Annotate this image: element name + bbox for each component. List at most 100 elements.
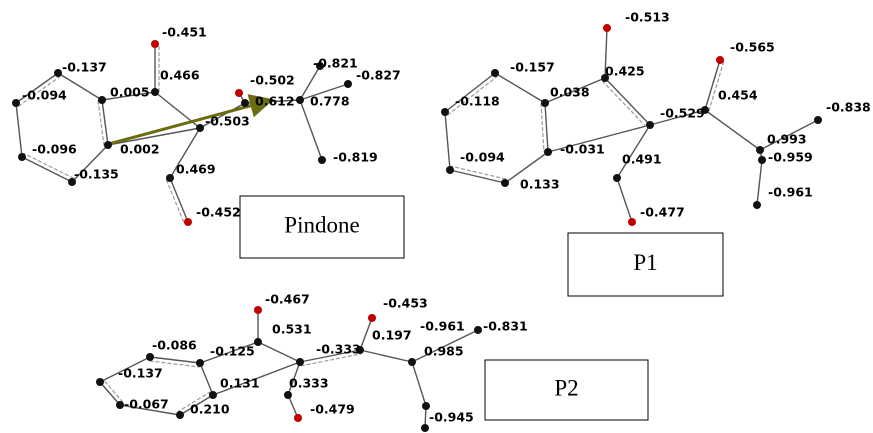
charge-label: -0.118 — [455, 94, 500, 109]
charge-label: -0.479 — [310, 402, 355, 417]
charge-label: -0.067 — [124, 397, 169, 412]
atom — [166, 174, 174, 182]
charge-label: -0.827 — [356, 68, 401, 83]
bond — [200, 363, 213, 395]
atom — [344, 80, 352, 88]
charge-label: -0.125 — [210, 344, 255, 359]
atom — [294, 414, 302, 422]
bond — [545, 103, 548, 152]
charge-label: -0.529 — [660, 106, 705, 121]
diagram: -0.451-0.1370.466-0.0940.005-0.502-0.821… — [0, 0, 873, 433]
atom — [54, 69, 62, 77]
atom — [296, 358, 304, 366]
atom — [98, 96, 106, 104]
charge-label: 0.210 — [190, 402, 230, 417]
atom — [646, 121, 654, 129]
bond — [170, 178, 188, 222]
atom — [241, 99, 249, 107]
atom — [184, 218, 192, 226]
charge-label: -0.137 — [62, 60, 107, 75]
atom — [541, 99, 549, 107]
atom — [446, 166, 454, 174]
molecule-name: P1 — [633, 250, 657, 275]
atom — [284, 391, 292, 399]
atom — [12, 99, 20, 107]
atom — [544, 148, 552, 156]
bond — [757, 160, 762, 205]
atom — [756, 146, 764, 154]
charge-label: -0.086 — [152, 338, 197, 353]
atom — [501, 179, 509, 187]
bond — [445, 112, 450, 170]
molecule: -0.451-0.1370.466-0.0940.005-0.502-0.821… — [12, 25, 404, 259]
molecule-name: Pindone — [284, 212, 359, 237]
atom — [613, 174, 621, 182]
atom — [628, 218, 636, 226]
atom — [151, 40, 159, 48]
charge-label: -0.961 — [420, 319, 465, 334]
charge-label: 0.491 — [622, 152, 662, 167]
charge-label: -0.819 — [333, 150, 378, 165]
double-bond — [709, 61, 724, 111]
atom — [196, 359, 204, 367]
charge-label: -0.333 — [316, 342, 361, 357]
double-bond — [541, 103, 544, 152]
bond — [300, 100, 322, 160]
charge-label: -0.467 — [265, 292, 310, 307]
charge-label: -0.477 — [640, 205, 685, 220]
double-bond — [602, 81, 647, 128]
double-bond — [24, 153, 74, 178]
molecule-name: P2 — [554, 375, 578, 400]
bond — [360, 318, 372, 350]
charge-label: -0.565 — [730, 40, 775, 55]
charge-label: -0.821 — [313, 56, 358, 71]
charge-label: -0.959 — [768, 150, 813, 165]
bond — [258, 342, 300, 362]
bond — [22, 157, 72, 182]
charge-label: -0.135 — [74, 167, 119, 182]
atom — [254, 306, 262, 314]
charge-label: 0.469 — [176, 162, 216, 177]
atom — [368, 314, 376, 322]
charge-label: 0.002 — [120, 142, 160, 157]
charge-label: 0.985 — [424, 344, 464, 359]
atom — [716, 56, 724, 64]
bond — [705, 110, 760, 150]
charge-label: -0.094 — [22, 88, 67, 103]
charge-label: -0.031 — [560, 142, 605, 157]
charge-label: -0.137 — [118, 366, 163, 381]
bond — [100, 382, 120, 405]
atom — [96, 378, 104, 386]
atom — [146, 353, 154, 361]
atom — [176, 411, 184, 419]
atom — [441, 108, 449, 116]
charge-label: 0.333 — [289, 376, 329, 391]
atom — [104, 141, 112, 149]
atom — [474, 326, 482, 334]
charge-label: 0.197 — [372, 328, 412, 343]
charge-label: -0.831 — [483, 319, 528, 334]
atom — [758, 156, 766, 164]
atom — [491, 69, 499, 77]
atom — [151, 88, 159, 96]
atom — [196, 124, 204, 132]
charge-label: 0.131 — [220, 376, 260, 391]
charge-label: -0.838 — [826, 100, 871, 115]
charge-label: -0.945 — [429, 410, 474, 425]
charge-label: -0.513 — [625, 10, 670, 25]
charge-label: 0.531 — [272, 322, 312, 337]
charge-label: 0.005 — [110, 85, 150, 100]
atom — [254, 338, 262, 346]
charge-label: -0.157 — [510, 60, 555, 75]
charge-label: 0.612 — [255, 94, 295, 109]
atom — [421, 424, 429, 432]
charge-label: 0.993 — [767, 132, 807, 147]
atom — [209, 391, 217, 399]
atom — [814, 116, 822, 124]
charge-label: -0.961 — [768, 185, 813, 200]
atom — [18, 153, 26, 161]
charge-label: 0.133 — [520, 177, 560, 192]
charge-label: -0.096 — [32, 142, 77, 157]
